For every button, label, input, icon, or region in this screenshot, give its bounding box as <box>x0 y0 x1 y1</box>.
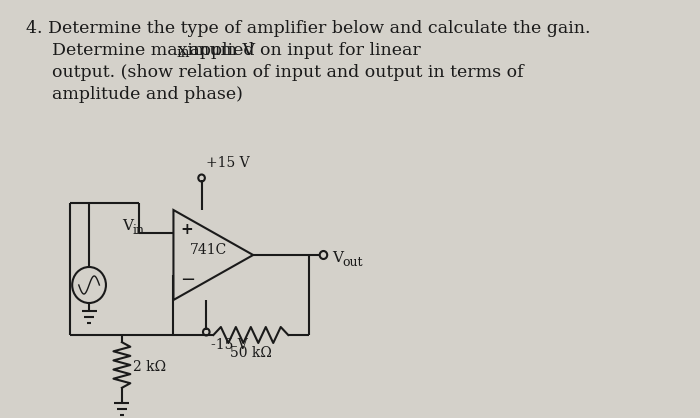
Text: 50 kΩ: 50 kΩ <box>230 346 272 360</box>
Text: output. (show relation of input and output in terms of: output. (show relation of input and outp… <box>52 64 523 81</box>
Text: +15 V: +15 V <box>206 156 250 170</box>
Text: out: out <box>342 257 363 270</box>
Text: V: V <box>332 251 343 265</box>
Text: -15 V: -15 V <box>211 338 248 352</box>
Text: +: + <box>180 222 193 237</box>
Text: 741C: 741C <box>190 243 228 257</box>
Text: in: in <box>176 46 190 60</box>
Text: V: V <box>122 219 133 232</box>
Text: applied on input for linear: applied on input for linear <box>184 42 421 59</box>
Text: −: − <box>180 271 195 289</box>
Text: in: in <box>132 224 144 237</box>
Text: Determine maximum V: Determine maximum V <box>52 42 255 59</box>
Text: 2 kΩ: 2 kΩ <box>133 360 167 374</box>
Text: amplitude and phase): amplitude and phase) <box>52 86 242 103</box>
Text: 4. Determine the type of amplifier below and calculate the gain.: 4. Determine the type of amplifier below… <box>27 20 591 37</box>
